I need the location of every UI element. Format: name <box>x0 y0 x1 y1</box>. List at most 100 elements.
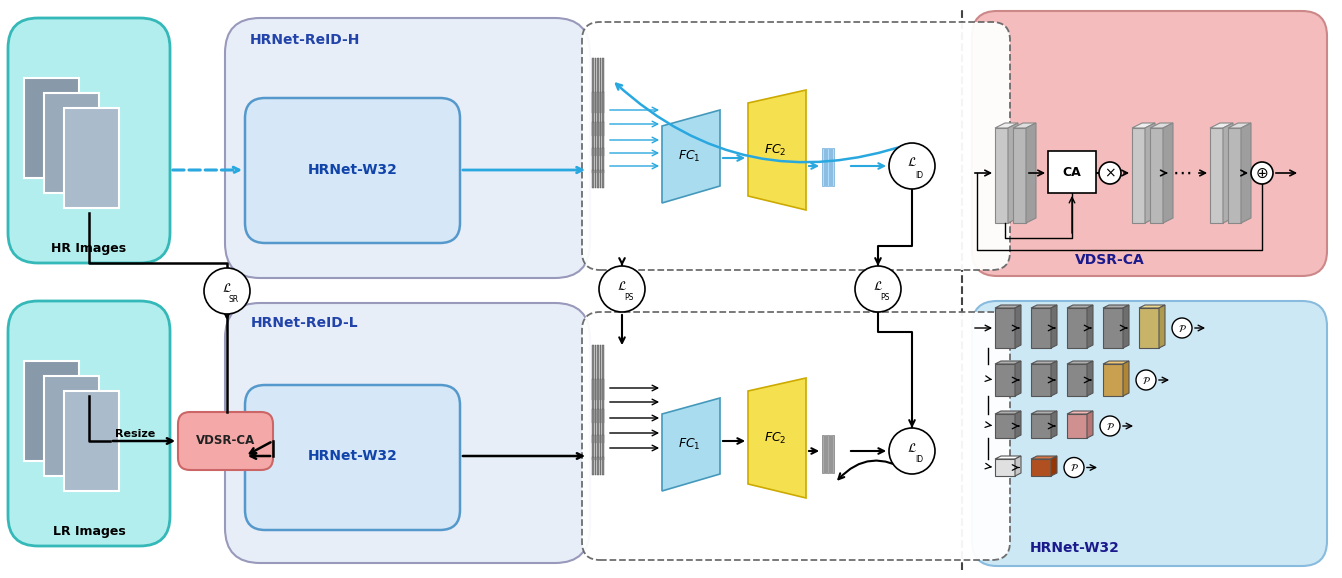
Bar <box>592 435 593 460</box>
Bar <box>595 435 596 460</box>
Polygon shape <box>994 364 1015 396</box>
Text: VDSR-CA: VDSR-CA <box>196 435 255 447</box>
Text: $\mathcal{L}$: $\mathcal{L}$ <box>617 280 627 292</box>
Bar <box>597 170 599 188</box>
Bar <box>597 148 599 173</box>
Text: $\mathcal{L}$: $\mathcal{L}$ <box>907 442 917 454</box>
Polygon shape <box>1123 305 1129 348</box>
Polygon shape <box>1139 305 1165 308</box>
FancyBboxPatch shape <box>246 98 460 243</box>
Circle shape <box>204 268 250 314</box>
Text: $\times$: $\times$ <box>1104 166 1115 180</box>
Polygon shape <box>1031 361 1057 364</box>
FancyBboxPatch shape <box>972 301 1327 566</box>
Bar <box>600 379 601 423</box>
Bar <box>832 435 833 473</box>
Polygon shape <box>1031 414 1051 438</box>
Bar <box>603 58 604 113</box>
Text: $\mathcal{P}$: $\mathcal{P}$ <box>1070 462 1079 473</box>
Circle shape <box>888 143 935 189</box>
Bar <box>595 379 596 423</box>
Polygon shape <box>1228 123 1251 128</box>
Bar <box>44 93 99 193</box>
Polygon shape <box>1013 128 1027 223</box>
Polygon shape <box>994 459 1015 476</box>
Polygon shape <box>994 308 1015 348</box>
Bar <box>592 148 593 173</box>
Polygon shape <box>1067 364 1087 396</box>
Text: $FC_1$: $FC_1$ <box>678 149 701 164</box>
Bar <box>44 376 99 476</box>
Text: $\cdots$: $\cdots$ <box>1173 162 1192 181</box>
Circle shape <box>599 266 646 312</box>
Polygon shape <box>1241 123 1251 223</box>
Bar <box>600 345 601 400</box>
Polygon shape <box>1150 123 1173 128</box>
Text: $FC_2$: $FC_2$ <box>764 142 786 158</box>
Polygon shape <box>1067 414 1087 438</box>
FancyBboxPatch shape <box>972 11 1327 276</box>
Bar <box>1048 151 1096 193</box>
Text: $\mathcal{P}$: $\mathcal{P}$ <box>1106 421 1114 432</box>
Polygon shape <box>1051 456 1057 476</box>
FancyBboxPatch shape <box>8 18 170 263</box>
Bar <box>595 148 596 173</box>
Polygon shape <box>1087 305 1092 348</box>
FancyBboxPatch shape <box>8 301 170 546</box>
Polygon shape <box>662 398 721 491</box>
Text: ID: ID <box>915 455 923 465</box>
FancyBboxPatch shape <box>225 18 590 278</box>
Polygon shape <box>1015 456 1021 476</box>
Text: HRNet-ReID-L: HRNet-ReID-L <box>251 316 358 330</box>
Bar <box>24 361 79 461</box>
Text: HRNet-W32: HRNet-W32 <box>307 449 397 463</box>
Circle shape <box>1064 458 1084 477</box>
Polygon shape <box>1210 128 1223 223</box>
Circle shape <box>1135 370 1155 390</box>
Polygon shape <box>1103 308 1123 348</box>
Bar <box>597 457 599 475</box>
Bar <box>595 58 596 113</box>
Polygon shape <box>1067 361 1092 364</box>
Bar <box>603 435 604 460</box>
Polygon shape <box>994 414 1015 438</box>
Polygon shape <box>1031 411 1057 414</box>
Text: VDSR-CA: VDSR-CA <box>1075 253 1145 267</box>
Polygon shape <box>1133 123 1155 128</box>
Circle shape <box>888 428 935 474</box>
Bar <box>597 409 599 443</box>
Bar <box>597 435 599 460</box>
Polygon shape <box>1145 123 1155 223</box>
Text: HRNet-W32: HRNet-W32 <box>1031 541 1121 555</box>
Text: $FC_2$: $FC_2$ <box>764 431 786 446</box>
Polygon shape <box>1123 361 1129 396</box>
FancyBboxPatch shape <box>582 312 1011 560</box>
Bar <box>829 435 831 473</box>
Polygon shape <box>1051 411 1057 438</box>
Bar <box>595 457 596 475</box>
Bar <box>597 92 599 136</box>
Polygon shape <box>994 128 1008 223</box>
Polygon shape <box>747 90 807 210</box>
Bar <box>823 148 824 186</box>
Polygon shape <box>1103 361 1129 364</box>
Text: $\mathcal{P}$: $\mathcal{P}$ <box>1142 375 1150 386</box>
Polygon shape <box>1008 123 1019 223</box>
Text: $\mathcal{L}$: $\mathcal{L}$ <box>221 281 232 295</box>
Bar <box>595 345 596 400</box>
Bar <box>603 122 604 156</box>
Bar <box>595 409 596 443</box>
Bar <box>827 435 829 473</box>
Bar <box>64 391 119 491</box>
Bar <box>600 148 601 173</box>
Bar <box>603 92 604 136</box>
Polygon shape <box>1015 361 1021 396</box>
Bar <box>592 457 593 475</box>
Text: PS: PS <box>880 294 890 302</box>
Bar <box>824 148 827 186</box>
Polygon shape <box>1015 305 1021 348</box>
Polygon shape <box>1067 308 1087 348</box>
Bar <box>603 170 604 188</box>
Text: HRNet-W32: HRNet-W32 <box>307 163 397 177</box>
Polygon shape <box>1013 123 1036 128</box>
